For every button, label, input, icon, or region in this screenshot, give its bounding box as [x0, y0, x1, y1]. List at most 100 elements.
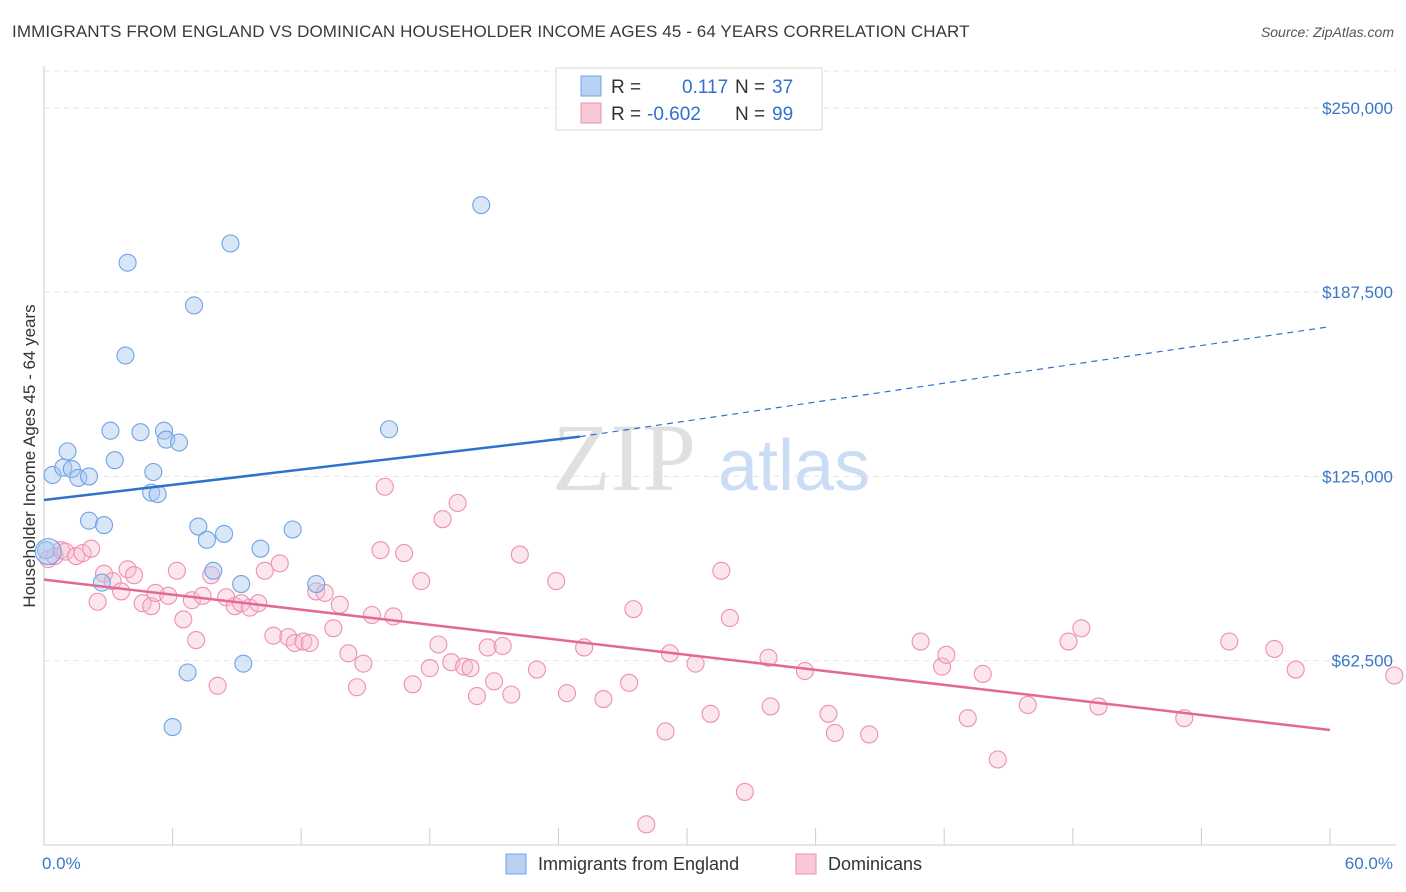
england-point — [232, 575, 251, 594]
dominicans-point — [1018, 695, 1037, 714]
england-point — [380, 420, 399, 439]
dominicans-point — [761, 697, 780, 716]
dominicans-point — [208, 676, 227, 695]
dominicans-point — [485, 672, 504, 691]
y-tick-label: $250,000 — [1322, 99, 1393, 118]
england-point — [144, 462, 163, 482]
england-point — [79, 511, 99, 530]
england-point — [101, 421, 120, 440]
dominicans-n-label: N = — [735, 104, 765, 125]
england-point — [131, 423, 150, 442]
dominicans-point — [461, 659, 480, 678]
dominicans-point — [193, 586, 212, 605]
dominicans-point — [594, 689, 613, 709]
dominicans-point — [720, 608, 739, 628]
england-point — [62, 460, 81, 479]
dominicans-point — [527, 660, 547, 679]
england-point — [58, 442, 77, 461]
dominicans-point — [330, 595, 349, 614]
tick-labels: $62,500 $125,000 $187,500 $250,000 0.0% 60.0% — [42, 99, 1393, 873]
dominicans-point — [375, 477, 394, 496]
dominicans-point — [988, 750, 1007, 769]
x-tick-label: 0.0% — [42, 854, 81, 873]
watermark-zip: ZIP — [552, 404, 696, 511]
dominicans-point — [187, 631, 206, 650]
england-n-label: N = — [735, 77, 765, 98]
dominicans-point — [825, 723, 844, 743]
england-point — [94, 516, 114, 535]
y-axis-title: Householder Income Ages 45 - 64 years — [20, 304, 39, 607]
y-tick-label: $62,500 — [1332, 652, 1393, 671]
dominicans-point — [412, 572, 431, 591]
dominicans-point — [395, 544, 414, 563]
england-point — [184, 296, 204, 315]
dominicans-point — [255, 561, 274, 580]
dominicans-point — [958, 709, 977, 728]
england-point — [197, 530, 216, 549]
england-point — [178, 663, 197, 682]
dominicans-point — [112, 582, 131, 601]
england-r-label: R = — [611, 77, 641, 98]
dominicans-point — [1072, 619, 1091, 638]
dominicans-point — [860, 725, 879, 744]
dominicans-point — [167, 561, 186, 580]
legend-england-swatch — [505, 853, 527, 875]
dominicans-point — [624, 600, 643, 619]
watermark-atlas: atlas — [718, 426, 870, 506]
england-point — [116, 346, 135, 365]
england-n-value: 37 — [772, 77, 793, 98]
dominicans-point — [300, 633, 319, 653]
dominicans-point — [270, 554, 289, 573]
england-point — [283, 520, 302, 539]
dominicans-point — [433, 510, 452, 529]
england-point — [204, 561, 223, 580]
dominicans-trend-line — [43, 578, 1331, 732]
dominicans-point — [557, 684, 577, 703]
england-point — [37, 541, 56, 560]
england-point — [472, 196, 491, 215]
dominicans-point — [620, 673, 639, 692]
stats-legend: R = 0.117 N = 37 R = -0.602 N = 99 — [555, 67, 823, 131]
england-point — [307, 575, 326, 594]
legend-dominicans-swatch — [795, 853, 817, 875]
dominicans-point — [973, 664, 992, 684]
england-point — [189, 517, 208, 536]
dominicans-point — [88, 592, 107, 611]
dominicans-point — [1089, 697, 1108, 716]
dominicans-point — [937, 645, 956, 664]
chart-title: IMMIGRANTS FROM ENGLAND VS DOMINICAN HOU… — [12, 22, 970, 41]
dominicans-point — [478, 638, 497, 657]
england-point — [105, 451, 124, 470]
dominicans-point — [467, 687, 487, 706]
dominicans-point — [362, 605, 381, 625]
series-legend: Immigrants from England Dominicans — [505, 853, 922, 875]
england-swatch — [580, 75, 602, 97]
dominicans-point — [656, 722, 675, 741]
x-tick-label: 60.0% — [1345, 854, 1393, 873]
england-point — [92, 573, 111, 592]
dominicans-point — [795, 661, 814, 681]
dominicans-point — [448, 493, 467, 513]
dominicans-r-value: -0.602 — [647, 104, 701, 125]
dominicans-point — [339, 644, 358, 663]
legend-england-label: Immigrants from England — [538, 854, 739, 874]
dominicans-point — [510, 545, 529, 564]
dominicans-r-label: R = — [611, 104, 641, 125]
dominicans-point — [1286, 660, 1305, 679]
axes — [43, 66, 1396, 846]
y-tick-label: $125,000 — [1322, 467, 1393, 486]
dominicans-point — [1265, 639, 1284, 658]
england-point — [34, 538, 62, 566]
dominicans-point — [384, 607, 403, 626]
dominicans-point — [174, 610, 193, 629]
dominicans-point — [1059, 632, 1078, 651]
england-point — [234, 654, 253, 673]
dominicans-point — [712, 561, 731, 580]
dominicans-point — [637, 815, 656, 834]
dominicans-point — [264, 626, 283, 645]
dominicans-point — [124, 566, 144, 585]
dominicans-n-value: 99 — [772, 104, 793, 125]
dominicans-point — [420, 659, 439, 678]
trend-lines — [43, 326, 1331, 732]
